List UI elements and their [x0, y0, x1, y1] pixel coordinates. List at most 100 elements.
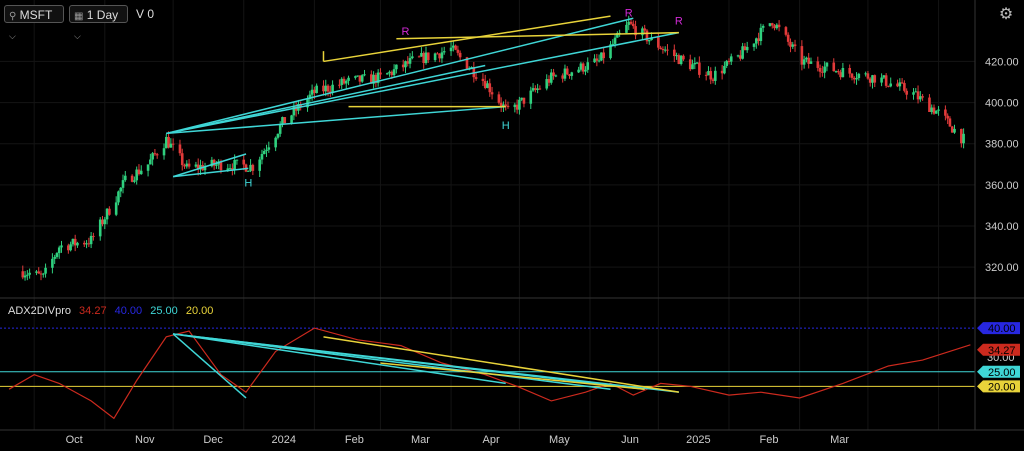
candle-body: [456, 49, 460, 53]
candle-body: [707, 71, 710, 76]
value-tag-text: 40.00: [988, 323, 1016, 335]
candle-body: [228, 168, 232, 170]
symbol-selector[interactable]: ⚲ MSFT ⌵: [4, 5, 64, 41]
indicator-level-40: 40.00: [114, 305, 143, 317]
candle-body: [210, 159, 214, 167]
candle-body: [834, 71, 838, 73]
candle-body: [376, 72, 380, 84]
candle-body: [390, 71, 394, 76]
y-tick-label: 400.00: [985, 98, 1019, 110]
candle-body: [57, 247, 61, 254]
candle-body: [41, 273, 45, 275]
candle-body: [199, 165, 202, 170]
candle-body: [60, 245, 63, 248]
interval-selector[interactable]: ▦ 1 Day ⌵: [69, 5, 128, 41]
candle-body: [921, 96, 924, 98]
volume-label: V 0: [136, 7, 155, 21]
chevron-down-icon: ⌵: [74, 31, 81, 41]
divergence-cyan: [172, 333, 247, 399]
candle-body: [515, 104, 519, 110]
candle-body: [823, 66, 826, 73]
candle-body: [805, 57, 808, 60]
candle-body: [315, 85, 318, 94]
candle-body: [262, 151, 266, 155]
x-tick-label: Feb: [345, 434, 364, 446]
candle-body: [290, 115, 293, 124]
value-tag-bg: [977, 343, 1020, 356]
candle-body: [545, 79, 549, 89]
candle-body: [743, 46, 747, 51]
candle-body: [135, 169, 138, 181]
trendline-yellow: [323, 15, 611, 63]
candle-body: [103, 219, 107, 225]
candle-body: [92, 235, 95, 237]
indicator-level-20: 20.00: [185, 305, 214, 317]
candle-body: [121, 180, 125, 188]
candle-body: [203, 166, 207, 171]
candle-body: [807, 57, 811, 64]
candle-body: [108, 208, 111, 215]
candle-body: [69, 244, 72, 251]
candle-body: [422, 52, 426, 64]
candle-body: [53, 256, 56, 259]
divergence-yellow: [380, 362, 645, 390]
candle-body: [183, 165, 186, 167]
candle-body: [852, 77, 856, 80]
candle-body: [563, 68, 567, 79]
candle-body: [497, 94, 501, 103]
candle-body: [547, 79, 551, 83]
candle-body: [568, 74, 571, 76]
divergence-cyan: [173, 333, 506, 385]
candle-body: [215, 164, 218, 166]
pattern-marker: R: [625, 7, 633, 19]
candle-body: [536, 88, 539, 90]
y-tick-label: 420.00: [985, 56, 1019, 68]
candle-body: [531, 88, 535, 91]
candle-body: [725, 60, 728, 66]
value-tag-text: 34.27: [988, 345, 1016, 357]
x-tick-label: Dec: [203, 434, 223, 446]
candle-body: [481, 78, 485, 82]
candle-body: [752, 43, 756, 47]
candle-body: [932, 107, 936, 114]
candle-body: [784, 27, 788, 35]
candle-body: [283, 117, 287, 124]
candle-body: [506, 105, 510, 108]
candle-body: [611, 43, 615, 45]
candle-body: [679, 55, 683, 65]
candle-body: [919, 96, 922, 100]
price-plot: H R H R R: [21, 7, 965, 281]
candle-body: [513, 104, 517, 108]
candle-body: [37, 271, 41, 274]
candle-body: [880, 77, 883, 83]
candle-body: [855, 78, 858, 80]
candle-body: [629, 21, 633, 24]
candle-body: [850, 73, 854, 78]
candle-body: [440, 52, 444, 59]
candle-body: [278, 124, 282, 134]
candle-body: [565, 68, 569, 75]
y-tick-label: 380.00: [985, 139, 1019, 151]
candle-body: [39, 273, 43, 275]
candle-body: [374, 74, 378, 84]
x-tick-label: Nov: [135, 434, 155, 446]
candle-body: [123, 175, 127, 181]
candle-body: [406, 61, 410, 64]
gear-icon[interactable]: ⚙: [998, 6, 1014, 23]
value-tag-text: 20.00: [988, 381, 1016, 393]
candle-body: [538, 88, 542, 90]
candle-body: [326, 85, 330, 92]
candle-body: [793, 44, 797, 47]
candle-body: [934, 110, 938, 114]
candle-body: [379, 72, 382, 75]
candle-body: [356, 75, 359, 77]
candle-body: [549, 72, 553, 83]
candle-body: [258, 159, 261, 171]
candle-body: [848, 67, 852, 74]
interval-icon: ▦: [74, 11, 84, 22]
candle-body: [704, 74, 708, 76]
candle-body: [249, 164, 252, 171]
candle-body: [187, 163, 191, 167]
candle-body: [322, 85, 325, 92]
